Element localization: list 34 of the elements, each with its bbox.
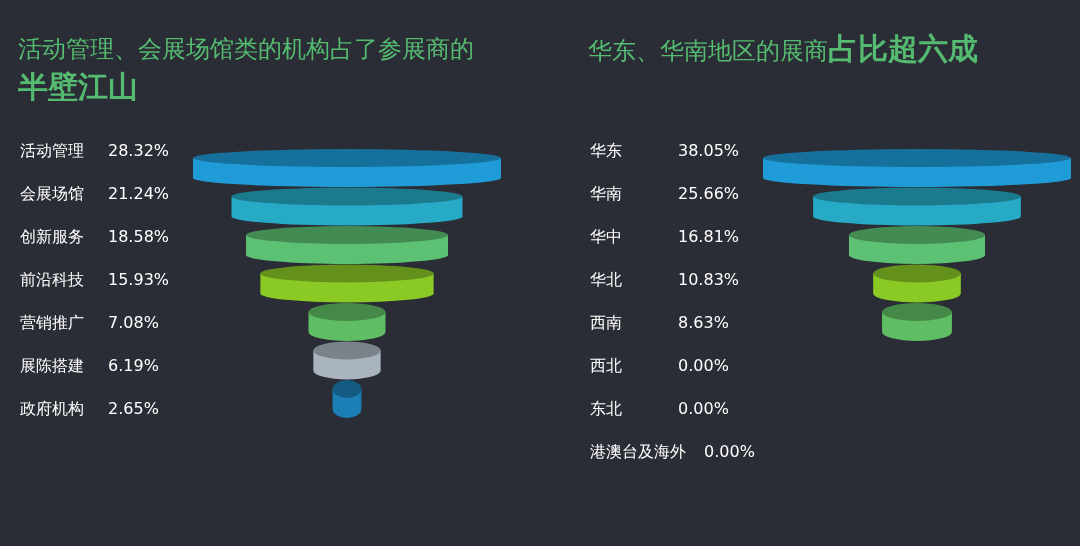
data-label: 18.58% [108,227,170,247]
category-label: 创新服务 [20,227,84,247]
category-label: 会展场馆 [20,184,84,204]
text: 活动管理、会展场馆类的机构占了参展商的 [18,35,474,63]
text: 占比超六成 [828,31,978,66]
category-label: 华北 [590,270,622,290]
data-label: 25.66% [678,184,740,204]
category-label: 西北 [590,356,622,376]
data-label: 7.08% [108,313,159,333]
category-label: 华东 [590,141,622,161]
data-label: 15.93% [108,270,170,290]
category-label: 营销推广 [20,313,84,333]
category-label: 华南 [590,184,622,204]
text: 华东、华南地区的展商 [588,37,828,65]
data-label: 6.19% [108,356,159,376]
category-label: 华中 [590,227,622,247]
category-label: 政府机构 [20,399,84,419]
category-label: 前沿科技 [20,270,84,290]
data-label: 28.32% [108,141,170,161]
category-label: 东北 [590,399,622,419]
data-label: 0.00% [678,356,729,376]
data-label: 2.65% [108,399,159,419]
data-label: 0.00% [678,399,729,419]
data-label: 0.00% [704,442,755,462]
data-label: 10.83% [678,270,740,290]
category-label: 展陈搭建 [20,356,84,376]
data-label: 21.24% [108,184,170,204]
category-label: 西南 [590,313,622,333]
category-label: 活动管理 [20,141,84,161]
data-label: 38.05% [678,141,740,161]
data-label: 16.81% [678,227,740,247]
text: 半壁江山 [18,69,138,104]
data-label: 8.63% [678,313,729,333]
category-label: 港澳台及海外 [590,442,686,462]
